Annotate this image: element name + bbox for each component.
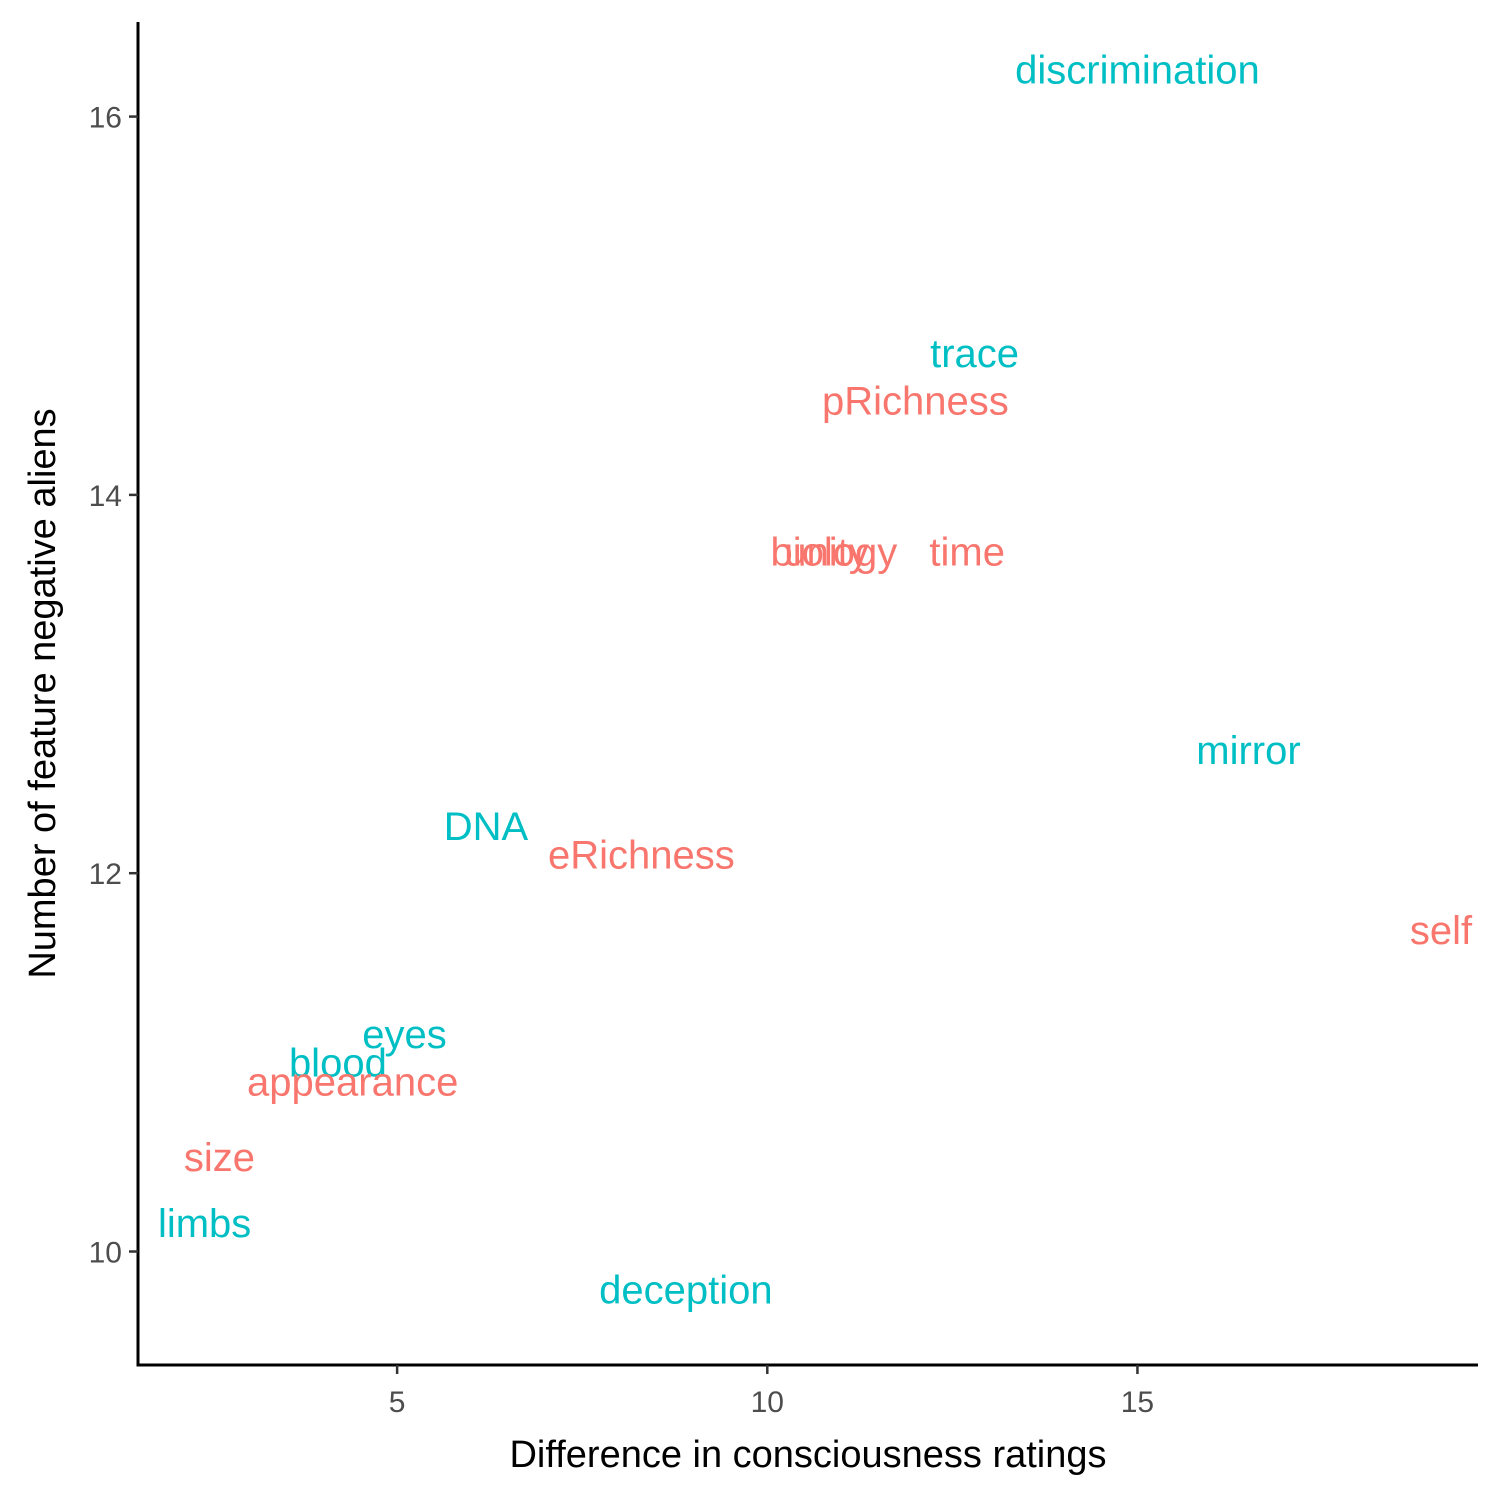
point-label-trace: trace <box>930 332 1019 376</box>
point-label-dna: DNA <box>444 805 529 849</box>
x-axis-title: Difference in consciousness ratings <box>509 1434 1106 1476</box>
point-label-time: time <box>929 531 1005 575</box>
point-label-erichness: eRichness <box>548 833 735 877</box>
point-label-size: size <box>184 1136 255 1180</box>
point-label-appearance: appearance <box>247 1060 458 1104</box>
x-axis-ticks: 5 10 15 <box>389 1365 1154 1419</box>
point-label-deception: deception <box>599 1268 772 1312</box>
point-label-unity: unity <box>784 531 869 575</box>
y-tick-label: 16 <box>89 102 122 135</box>
y-tick-label: 14 <box>89 480 122 513</box>
point-label-blood: blood <box>289 1041 387 1085</box>
x-tick-label: 5 <box>389 1386 406 1419</box>
point-label-eyes: eyes <box>362 1013 447 1057</box>
point-label-biology: biology <box>771 531 898 575</box>
y-axis-title: Number of feature negative aliens <box>22 408 64 978</box>
y-axis-ticks: 10 12 14 16 <box>89 102 138 1270</box>
x-tick-label: 10 <box>751 1386 784 1419</box>
point-label-prichness: pRichness <box>822 379 1009 423</box>
point-label-mirror: mirror <box>1196 729 1300 773</box>
y-tick-label: 12 <box>89 858 122 891</box>
y-tick-label: 10 <box>89 1237 122 1270</box>
x-tick-label: 15 <box>1121 1386 1154 1419</box>
point-label-self: self <box>1410 909 1473 953</box>
point-label-discrimination: discrimination <box>1015 48 1260 92</box>
point-label-limbs: limbs <box>158 1202 251 1246</box>
